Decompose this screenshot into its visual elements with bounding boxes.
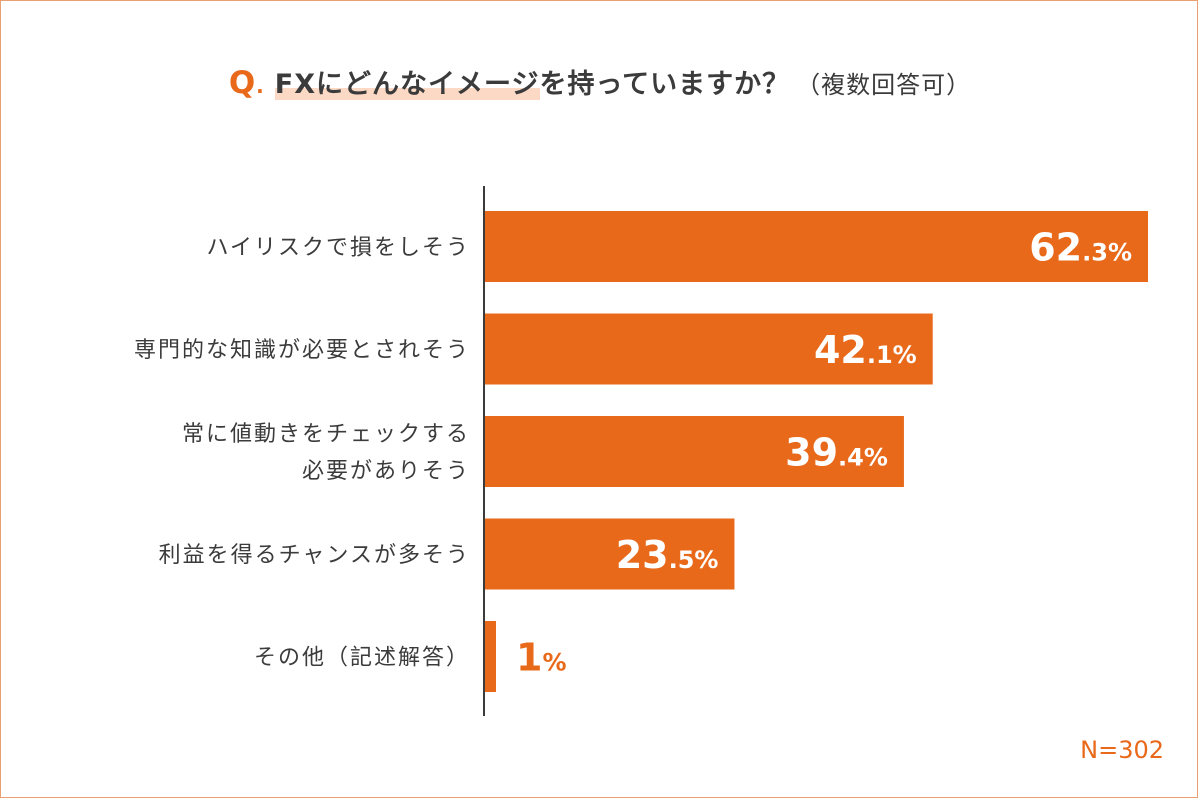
chart-title: Q. FXにどんなイメージを持っていますか？ （複数回答可） [0, 62, 1200, 101]
value-label: 1% [516, 636, 567, 680]
value-label: 39.4% [785, 431, 888, 475]
value-label-decimal: .3% [1082, 239, 1132, 267]
sample-size-label: N=302 [1080, 736, 1164, 764]
title-highlight-image: にどんなイメージ [316, 69, 540, 100]
value-label-integer: 23 [616, 533, 669, 577]
category-label: 専門的な知識が必要とされそう [134, 338, 470, 363]
value-label-decimal: .5% [669, 546, 719, 574]
value-label-integer: 42 [814, 328, 867, 372]
value-label-integer: 1 [516, 636, 542, 680]
bar [484, 313, 933, 385]
bar [484, 416, 904, 487]
bar [484, 518, 735, 590]
value-label-integer: 39 [785, 431, 838, 475]
category-label: ハイリスクで損をしそう [206, 236, 470, 261]
bar [484, 211, 1148, 282]
category-label-line: ハイリスクで損をしそう [206, 236, 470, 261]
question-mark-letter: Q [228, 65, 257, 101]
value-label: 62.3% [1029, 226, 1132, 270]
category-label: 常に値動きをチェックする必要がありそう [182, 422, 470, 484]
bar [484, 621, 496, 692]
title-note: （複数回答可） [796, 71, 972, 99]
category-label: その他（記述解答） [254, 646, 470, 671]
category-label-line: 常に値動きをチェックする [182, 422, 470, 447]
value-label-decimal: .4% [838, 444, 888, 472]
value-label-integer: 62 [1029, 226, 1082, 270]
category-label: 利益を得るチャンスが多そう [159, 543, 470, 568]
value-label: 23.5% [616, 533, 719, 577]
category-label-line: その他（記述解答） [254, 646, 470, 671]
category-label-line: 必要がありそう [302, 459, 470, 484]
value-label: 42.1% [814, 328, 917, 372]
title-rest: を持っていますか？ [539, 69, 791, 100]
category-label-line: 専門的な知識が必要とされそう [134, 338, 470, 363]
value-label-decimal: .1% [867, 341, 917, 369]
category-label-line: 利益を得るチャンスが多そう [159, 543, 470, 568]
title-highlight-fx: FX [274, 69, 317, 100]
question-mark-dot: . [256, 74, 265, 98]
value-label-decimal: % [542, 649, 566, 677]
